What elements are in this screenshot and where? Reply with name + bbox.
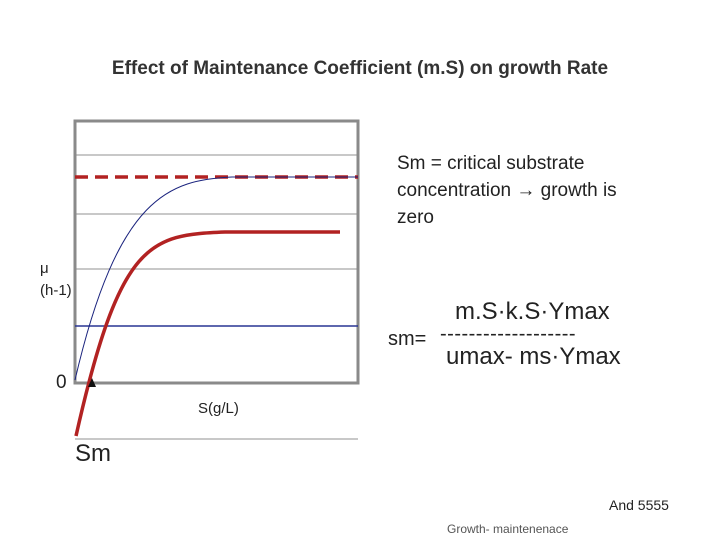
- sm-label: Sm: [75, 440, 111, 467]
- footer-code: And 5555: [609, 497, 669, 513]
- y-axis-label: μ (h-1): [40, 258, 72, 302]
- equation-numerator: m.S·k.S·Ymax: [455, 298, 610, 325]
- equation-denominator: umax- ms·Ymax: [446, 343, 621, 370]
- equation-fraction-bar: -------------------: [440, 323, 577, 345]
- origin-label: 0: [56, 372, 67, 393]
- arrow-icon: →: [516, 180, 536, 201]
- sm-marker-arrow: [88, 378, 96, 387]
- y-axis-unit: (h-1): [40, 282, 72, 299]
- growth-curve-no-maintenance: [74, 176, 358, 381]
- page-title: Effect of Maintenance Coefficient (m.S) …: [111, 58, 609, 79]
- growth-curve-with-maintenance: [74, 230, 340, 437]
- definition-line-3: zero: [397, 207, 434, 228]
- definition-line-2-end: growth is: [535, 180, 617, 201]
- x-axis-label: S(g/L): [198, 400, 239, 417]
- equation-prefix: sm=: [388, 328, 427, 350]
- sm-definition: Sm = critical substrate concentration → …: [397, 150, 697, 231]
- definition-line-1: Sm = critical substrate: [397, 153, 585, 174]
- definition-line-2-start: concentration: [397, 180, 517, 201]
- footer-label: Growth- maintenenace: [447, 522, 569, 536]
- definition-line-2: concentration → growth is: [397, 177, 697, 204]
- y-axis-symbol: μ: [40, 260, 49, 277]
- plot-frame: [73, 119, 360, 385]
